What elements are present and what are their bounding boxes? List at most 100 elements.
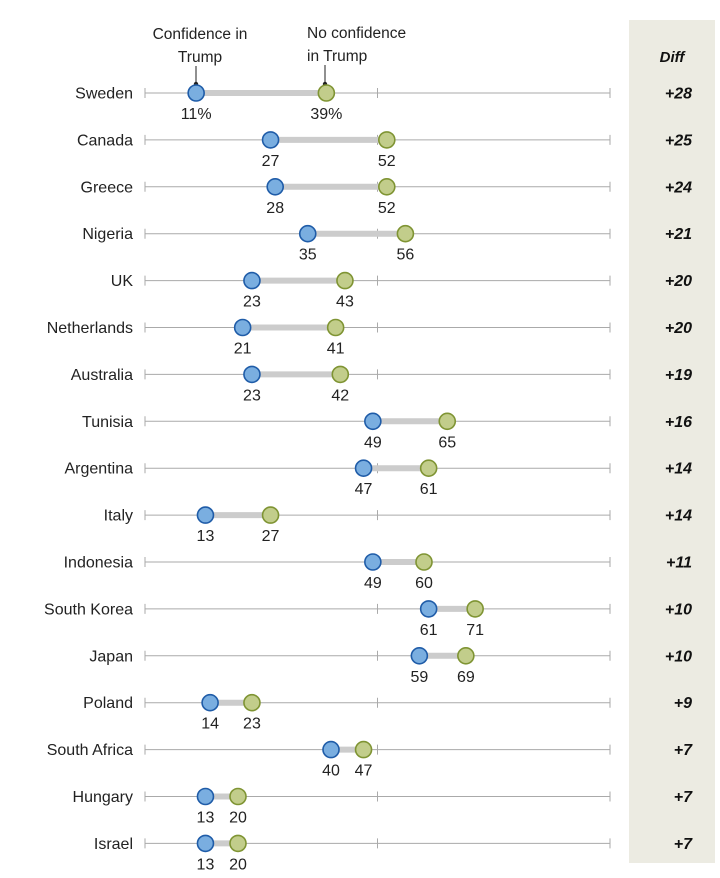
chart-row: Canada 27 52 +25 bbox=[77, 131, 693, 170]
confidence-value-label: 28 bbox=[266, 200, 284, 217]
chart-row: Netherlands 21 41 +20 bbox=[47, 318, 692, 358]
legend-confidence-line2: Trump bbox=[178, 49, 222, 66]
no-confidence-dot bbox=[331, 365, 350, 384]
no-confidence-value-label: 39% bbox=[310, 106, 342, 123]
no-confidence-value-label: 27 bbox=[262, 528, 280, 545]
confidence-dot bbox=[410, 646, 429, 665]
no-confidence-dot bbox=[317, 84, 336, 102]
diff-value: +25 bbox=[665, 132, 693, 149]
legend-no-confidence-line2: in Trump bbox=[307, 48, 367, 65]
chart-row: South Africa 40 47 +7 bbox=[47, 740, 693, 780]
country-label: South Korea bbox=[44, 601, 133, 618]
no-confidence-dot bbox=[336, 271, 354, 290]
confidence-dot bbox=[298, 224, 317, 243]
confidence-dot bbox=[354, 459, 373, 478]
confidence-value-label: 49 bbox=[364, 575, 382, 592]
no-confidence-dot bbox=[326, 318, 345, 337]
confidence-dot bbox=[196, 506, 215, 524]
no-confidence-value-label: 41 bbox=[327, 341, 345, 358]
diff-value: +10 bbox=[665, 648, 692, 665]
chart-row: Greece 28 52 +24 bbox=[81, 178, 692, 217]
confidence-value-label: 13 bbox=[197, 856, 215, 873]
country-label: Hungary bbox=[73, 789, 133, 806]
no-confidence-value-label: 65 bbox=[438, 434, 456, 451]
diff-value: +19 bbox=[665, 367, 692, 384]
no-confidence-dot bbox=[466, 600, 484, 618]
confidence-value-label: 13 bbox=[197, 810, 215, 827]
no-confidence-value-label: 20 bbox=[229, 856, 247, 873]
no-confidence-dot bbox=[419, 459, 438, 478]
country-label: Sweden bbox=[75, 86, 133, 103]
country-label: Nigeria bbox=[82, 226, 133, 243]
diff-value: +21 bbox=[665, 226, 692, 243]
diff-value: +10 bbox=[665, 601, 692, 618]
no-confidence-dot bbox=[243, 693, 261, 712]
country-label: Canada bbox=[77, 132, 133, 149]
confidence-dot bbox=[196, 834, 215, 853]
country-label: UK bbox=[111, 273, 134, 290]
confidence-value-label: 23 bbox=[243, 294, 261, 311]
no-confidence-dot bbox=[261, 506, 280, 524]
confidence-dot bbox=[196, 787, 215, 806]
confidence-value-label: 35 bbox=[299, 247, 317, 264]
confidence-dot bbox=[187, 84, 205, 102]
country-label: Australia bbox=[71, 367, 133, 384]
no-confidence-value-label: 23 bbox=[243, 716, 261, 733]
confidence-value-label: 23 bbox=[243, 387, 261, 404]
diff-value: +7 bbox=[674, 789, 693, 806]
legend-no-confidence-line1: No confidence bbox=[307, 25, 406, 42]
country-label: Poland bbox=[83, 695, 133, 712]
country-label: Indonesia bbox=[64, 555, 133, 572]
chart-row: Sweden 11% 39% +28 bbox=[75, 84, 692, 123]
diff-value: +16 bbox=[665, 414, 692, 431]
no-confidence-value-label: 42 bbox=[331, 387, 349, 404]
chart-row: Australia 23 42 +19 bbox=[71, 365, 692, 404]
country-label: Argentina bbox=[65, 461, 134, 478]
chart-row: Indonesia 49 60 +11 bbox=[64, 553, 692, 592]
confidence-dot bbox=[419, 600, 438, 618]
no-confidence-dot bbox=[377, 178, 396, 196]
confidence-dot bbox=[243, 271, 261, 290]
confidence-dot bbox=[266, 178, 285, 196]
no-confidence-dot bbox=[229, 834, 247, 853]
confidence-value-label: 13 bbox=[197, 528, 215, 545]
confidence-dot bbox=[364, 412, 382, 431]
diff-panel bbox=[629, 20, 715, 863]
no-confidence-value-label: 47 bbox=[355, 763, 373, 780]
diff-value: +7 bbox=[674, 742, 693, 759]
confidence-dot bbox=[364, 553, 382, 571]
no-confidence-dot bbox=[415, 553, 433, 571]
no-confidence-value-label: 56 bbox=[397, 247, 415, 264]
diff-value: +20 bbox=[665, 320, 692, 337]
confidence-value-label: 59 bbox=[410, 669, 428, 686]
chart-row: Nigeria 35 56 +21 bbox=[82, 224, 692, 264]
confidence-dot bbox=[243, 365, 261, 384]
chart-row: Poland 14 23 +9 bbox=[83, 693, 692, 733]
confidence-dot bbox=[261, 131, 280, 149]
diff-value: +11 bbox=[666, 555, 692, 572]
legend-confidence-line1: Confidence in bbox=[153, 26, 248, 43]
no-confidence-value-label: 52 bbox=[378, 200, 396, 217]
chart-row: Hungary 13 20 +7 bbox=[73, 787, 693, 827]
confidence-value-label: 47 bbox=[355, 481, 373, 498]
no-confidence-dot bbox=[457, 646, 475, 665]
confidence-value-label: 27 bbox=[262, 153, 280, 170]
confidence-value-label: 49 bbox=[364, 434, 382, 451]
confidence-value-label: 14 bbox=[201, 716, 219, 733]
confidence-value-label: 11% bbox=[181, 106, 212, 123]
country-label: Netherlands bbox=[47, 320, 133, 337]
no-confidence-value-label: 69 bbox=[457, 669, 475, 686]
no-confidence-dot bbox=[438, 412, 457, 431]
chart-row: Israel 13 20 +7 bbox=[94, 834, 693, 873]
chart-row: Japan 59 69 +10 bbox=[89, 646, 692, 686]
diff-value: +14 bbox=[665, 461, 692, 478]
no-confidence-value-label: 61 bbox=[420, 481, 438, 498]
country-label: Japan bbox=[89, 648, 133, 665]
diff-header: Diff bbox=[660, 49, 687, 66]
no-confidence-dot bbox=[377, 131, 396, 149]
chart-row: Tunisia 49 65 +16 bbox=[82, 412, 692, 451]
country-label: South Africa bbox=[47, 742, 133, 759]
chart-row: South Korea 61 71 +10 bbox=[44, 600, 692, 639]
no-confidence-dot bbox=[354, 740, 373, 759]
